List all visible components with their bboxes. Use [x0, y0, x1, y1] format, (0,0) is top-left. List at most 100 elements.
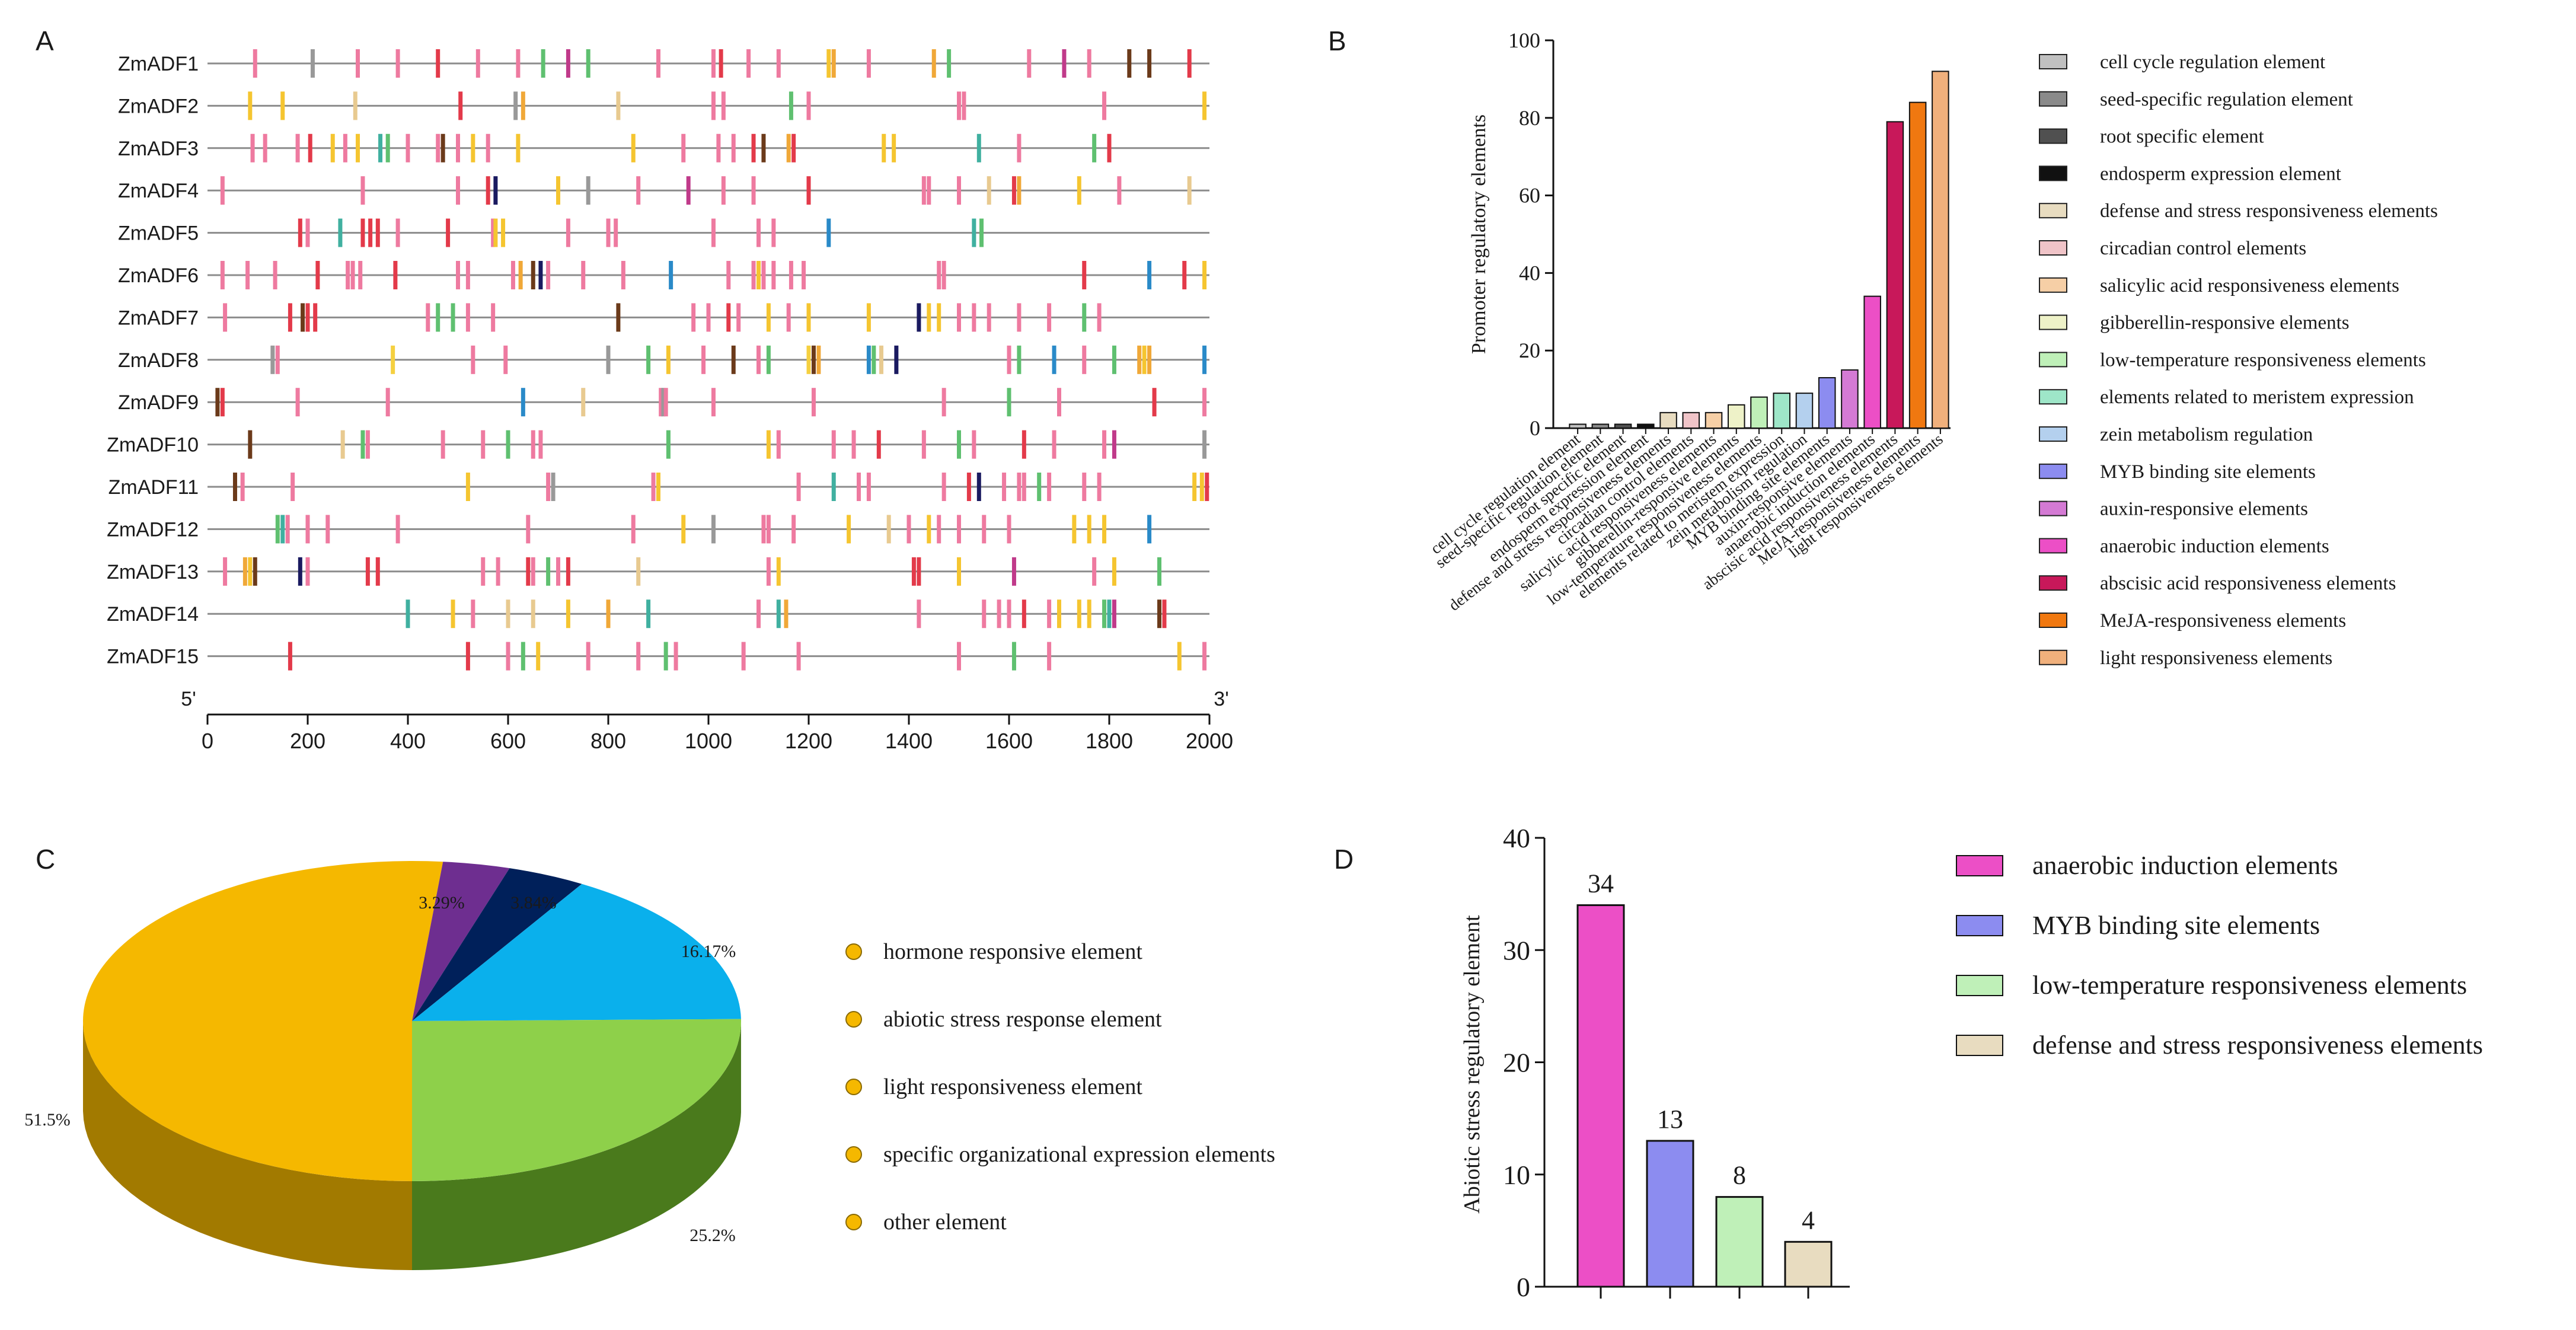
- cis-element-mark: [356, 49, 360, 78]
- cis-element-mark: [503, 345, 508, 374]
- gene-name-label: ZmADF8: [118, 349, 199, 372]
- cis-element-mark: [1017, 176, 1022, 205]
- cis-element-mark: [857, 473, 861, 501]
- x-tick-label: 400: [390, 729, 426, 753]
- legend-swatch: [1956, 1035, 2003, 1056]
- cis-element-mark: [646, 345, 651, 374]
- cis-element-mark: [356, 133, 360, 162]
- cis-element-mark: [486, 133, 490, 162]
- cis-element-mark: [1157, 599, 1161, 629]
- pie-3d: [83, 861, 741, 1270]
- gene-row: ZmADF14: [107, 599, 1209, 629]
- legend-swatch: [2039, 352, 2067, 368]
- gene-name-label: ZmADF10: [107, 434, 199, 457]
- legend-dot: [845, 1214, 862, 1230]
- x-tick-label: 2000: [1186, 729, 1233, 753]
- cis-element-mark: [458, 91, 463, 120]
- cis-element-mark: [240, 473, 245, 501]
- cis-element-mark: [831, 473, 836, 501]
- cis-element-mark: [586, 642, 590, 671]
- cis-element-mark: [947, 49, 952, 78]
- y-tick-label: 10: [1503, 1160, 1530, 1190]
- y-tick-label: 0: [1517, 1272, 1530, 1302]
- legend-swatch: [2039, 575, 2067, 591]
- cis-element-mark: [894, 345, 899, 374]
- gene-name-label: ZmADF5: [118, 222, 199, 245]
- panel-d-axes: 0 10 20 30 40: [1503, 823, 1850, 1302]
- cis-element-mark: [451, 599, 455, 629]
- cis-element-mark: [796, 473, 801, 501]
- cis-element-mark: [606, 218, 611, 247]
- cis-element-mark: [288, 642, 292, 671]
- x-tick-label: 200: [290, 729, 325, 753]
- cis-element-mark: [646, 599, 651, 629]
- cis-element-mark: [1202, 388, 1207, 417]
- cis-element-mark: [1127, 49, 1132, 78]
- cis-element-mark: [711, 49, 716, 78]
- cis-element-mark: [223, 557, 228, 586]
- panel-label-b: B: [1328, 25, 1346, 56]
- cis-element-mark: [343, 133, 347, 162]
- legend-item: abiotic stress response element: [845, 1007, 1162, 1032]
- cis-element-mark: [711, 91, 716, 120]
- cis-element-mark: [253, 557, 257, 586]
- cis-element-mark: [631, 133, 636, 162]
- position-axis: 5' 3' 0 200 400 600 800 1000 1200 1400 1600 1800 2…: [181, 688, 1233, 753]
- panel-b-legend: cell cycle regulation element seed-specif…: [2039, 52, 2438, 669]
- legend-item: endosperm expression element: [2039, 163, 2341, 184]
- cis-element-mark: [691, 303, 696, 332]
- gene-row: ZmADF1: [118, 49, 1209, 78]
- legend-swatch: [2039, 613, 2067, 628]
- y-tick-label: 0: [1530, 416, 1540, 440]
- pie-slice: [412, 862, 510, 1021]
- cis-element-mark: [616, 91, 621, 120]
- cis-element-mark: [1007, 599, 1011, 629]
- cis-element-mark: [1102, 515, 1107, 544]
- cis-element-mark: [669, 261, 673, 289]
- gene-name-label: ZmADF11: [108, 476, 199, 499]
- cis-element-mark: [465, 303, 470, 332]
- cis-element-mark: [220, 261, 225, 289]
- cis-element-mark: [786, 133, 791, 162]
- legend-label: auxin-responsive elements: [2100, 499, 2308, 520]
- legend-item: zein metabolism regulation: [2039, 424, 2313, 445]
- legend-swatch: [2039, 389, 2067, 405]
- legend-item: elements related to meristem expression: [2039, 387, 2414, 408]
- cis-element-mark: [866, 345, 871, 374]
- y-tick-label: 30: [1503, 935, 1530, 965]
- panel-label-c: C: [36, 844, 55, 875]
- legend-item: salicylic acid responsiveness elements: [2039, 275, 2399, 296]
- cis-element-mark: [546, 473, 551, 501]
- bar: [1576, 904, 1625, 1288]
- legend-swatch: [2039, 128, 2067, 144]
- cis-element-mark: [486, 176, 490, 205]
- cis-element-mark: [295, 133, 300, 162]
- cis-element-mark: [360, 218, 365, 247]
- legend-label: cell cycle regulation element: [2100, 52, 2325, 73]
- gene-rows: ZmADF1 ZmADF2 ZmADF3 ZmADF4 ZmADF5 ZmADF6 ZmAD…: [107, 49, 1209, 671]
- cis-element-mark: [766, 430, 771, 459]
- panel-a-promoter-map: ZmADF1 ZmADF2 ZmADF3 ZmADF4 ZmADF5 ZmADF6 ZmAD…: [107, 49, 1233, 753]
- gene-row: ZmADF7: [118, 303, 1209, 332]
- cis-element-mark: [711, 388, 716, 417]
- legend-swatch: [2039, 203, 2067, 219]
- cis-element-mark: [491, 303, 496, 332]
- cis-element-mark: [305, 557, 310, 586]
- cis-element-mark: [1202, 91, 1207, 120]
- cis-element-mark: [806, 345, 811, 374]
- bar: [1614, 423, 1632, 429]
- gene-row: ZmADF9: [118, 388, 1209, 417]
- cis-element-mark: [1052, 345, 1056, 374]
- cis-element-mark: [275, 345, 280, 374]
- cis-element-mark: [776, 430, 781, 459]
- gene-name-label: ZmADF14: [107, 603, 199, 626]
- pie-slice: [412, 868, 582, 1021]
- cis-element-mark: [811, 345, 816, 374]
- cis-element-mark: [310, 49, 315, 78]
- cis-element-mark: [1082, 303, 1087, 332]
- legend-swatch: [1956, 855, 2003, 876]
- gene-row: ZmADF13: [107, 557, 1209, 586]
- cis-element-mark: [957, 557, 961, 586]
- cis-element-mark: [406, 133, 410, 162]
